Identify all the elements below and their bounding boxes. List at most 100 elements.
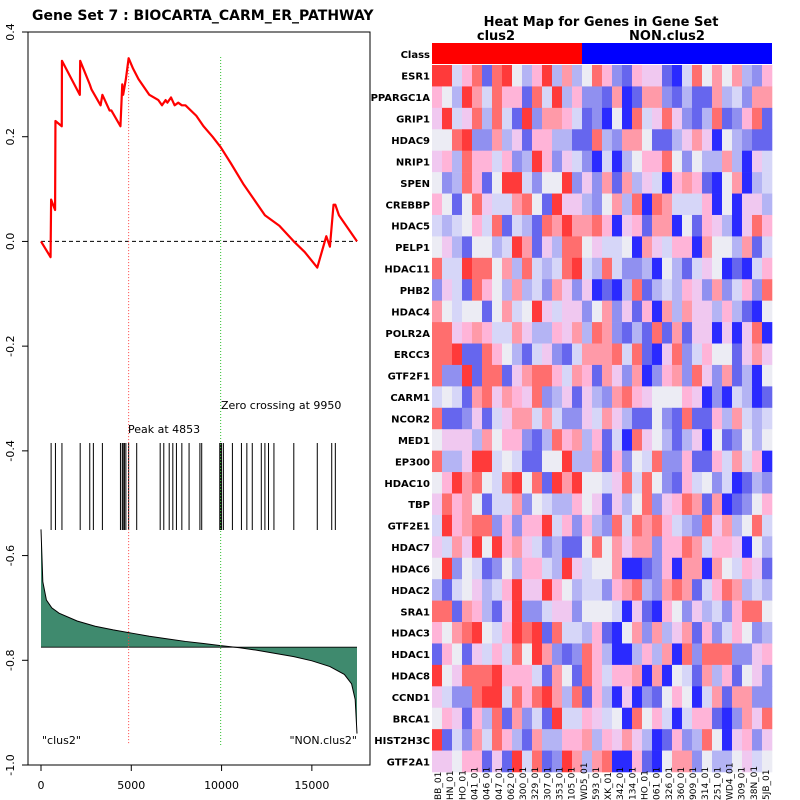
heatmap-cell [482,65,493,87]
heatmap-cell [492,107,503,130]
heatmap-cell [432,707,443,730]
heatmap-cell [512,322,523,344]
heatmap-cell [452,707,463,730]
heatmap-cell [452,664,463,687]
heatmap-cell [712,407,723,430]
heatmap-cell [642,450,653,473]
heatmap-cell [552,193,563,216]
heatmap-cell [632,86,643,109]
heatmap-cell [702,150,713,173]
sample-label: 329_01 [531,767,541,800]
heatmap-cell [452,622,463,644]
sample-label: 041_01 [471,767,481,800]
heatmap-cell [692,579,703,601]
heatmap-cell [552,622,563,644]
heatmap-cell [482,664,493,687]
heatmap-cell [732,107,743,130]
gene-label: HDAC6 [391,564,430,575]
heatmap-cell [582,129,593,151]
heatmap-cell [702,86,713,109]
heatmap-cell [492,322,503,344]
heatmap-cell [522,386,533,409]
heatmap-cell [722,750,733,773]
heatmap-cell [462,193,473,216]
heatmap-cell [752,193,763,216]
running-es-line [40,57,358,269]
heatmap-cell [462,129,473,151]
heatmap-cell [432,407,443,430]
heatmap-cell [452,343,463,366]
heatmap-cell [702,407,713,430]
y-tick-label: 0.0 [4,233,17,251]
heatmap-cell [512,472,523,494]
heatmap-cell [532,664,543,687]
heatmap-cell [522,664,533,687]
heatmap-cell [582,65,593,87]
heatmap-cell [532,622,543,644]
heatmap-cell [762,364,773,387]
heatmap-cell [452,729,463,751]
heatmap-cell [742,579,753,601]
heatmap-cell [732,279,743,301]
heatmap-cell [612,579,623,601]
gene-label: HDAC9 [391,136,430,147]
heatmap-cell [682,364,693,387]
heatmap-cell [742,279,753,301]
gene-labels: ESR1 PPARGC1A GRIP1 HDAC9 NRIP1 SPEN CREBBP HDA… [371,72,431,769]
heatmap-cell [552,514,563,537]
gene-label: NCOR2 [391,415,430,426]
heatmap-cell [472,429,483,451]
heatmap-cell [572,172,583,194]
heatmap-cell [452,557,463,580]
heatmap-cell [562,493,573,516]
heatmap-cell [692,86,703,109]
heatmap-cell [652,450,663,473]
heatmap-cell [682,729,693,751]
heatmap-cell [542,257,553,280]
heatmap-cell [732,322,743,344]
heatmap-cell [482,536,493,559]
heatmap-cell [512,729,523,751]
heatmap-cell [452,129,463,151]
y-tick-label: 0.4 [4,23,17,41]
heatmap-cell [532,686,543,709]
heatmap-cell [462,386,473,409]
heatmap-cell [692,300,703,323]
heatmap-cell [512,557,523,580]
heatmap-cell [712,429,723,451]
heatmap-cell [712,214,723,237]
heatmap-cell [632,707,643,730]
heatmap-cell [562,129,573,151]
heatmap-cell [722,386,733,409]
heatmap-cell [702,214,713,237]
heatmap-cell [672,686,683,709]
heatmap-cell [472,129,483,151]
heatmap-cell [672,107,683,130]
heatmap-cell [662,107,673,130]
heatmap-cell [632,150,643,173]
heatmap-cell [642,429,653,451]
heatmap-cell [762,86,773,109]
heatmap-cell [672,129,683,151]
heatmap-cell [622,579,633,601]
heatmap-cell [652,279,663,301]
heatmap-cell [522,472,533,494]
heatmap-cell [692,257,703,280]
heatmap-cell [602,322,613,344]
heatmap-cell [652,750,663,773]
heatmap-cell [452,429,463,451]
heatmap-cell [492,300,503,323]
heatmap-cell [592,236,603,259]
heatmap-cell [752,750,763,773]
heatmap-cell [742,86,753,109]
heatmap-cell [532,322,543,344]
heatmap-cell [442,729,453,751]
heatmap-cell [672,750,683,773]
heatmap-cell [462,407,473,430]
heatmap-cell [592,557,603,580]
zero-crossing-annotation: Zero crossing at 9950 [221,399,341,412]
heatmap-cell [652,686,663,709]
x-tick-label: 0 [38,779,45,792]
heatmap-cell [722,257,733,280]
heatmap-cell [532,65,543,87]
